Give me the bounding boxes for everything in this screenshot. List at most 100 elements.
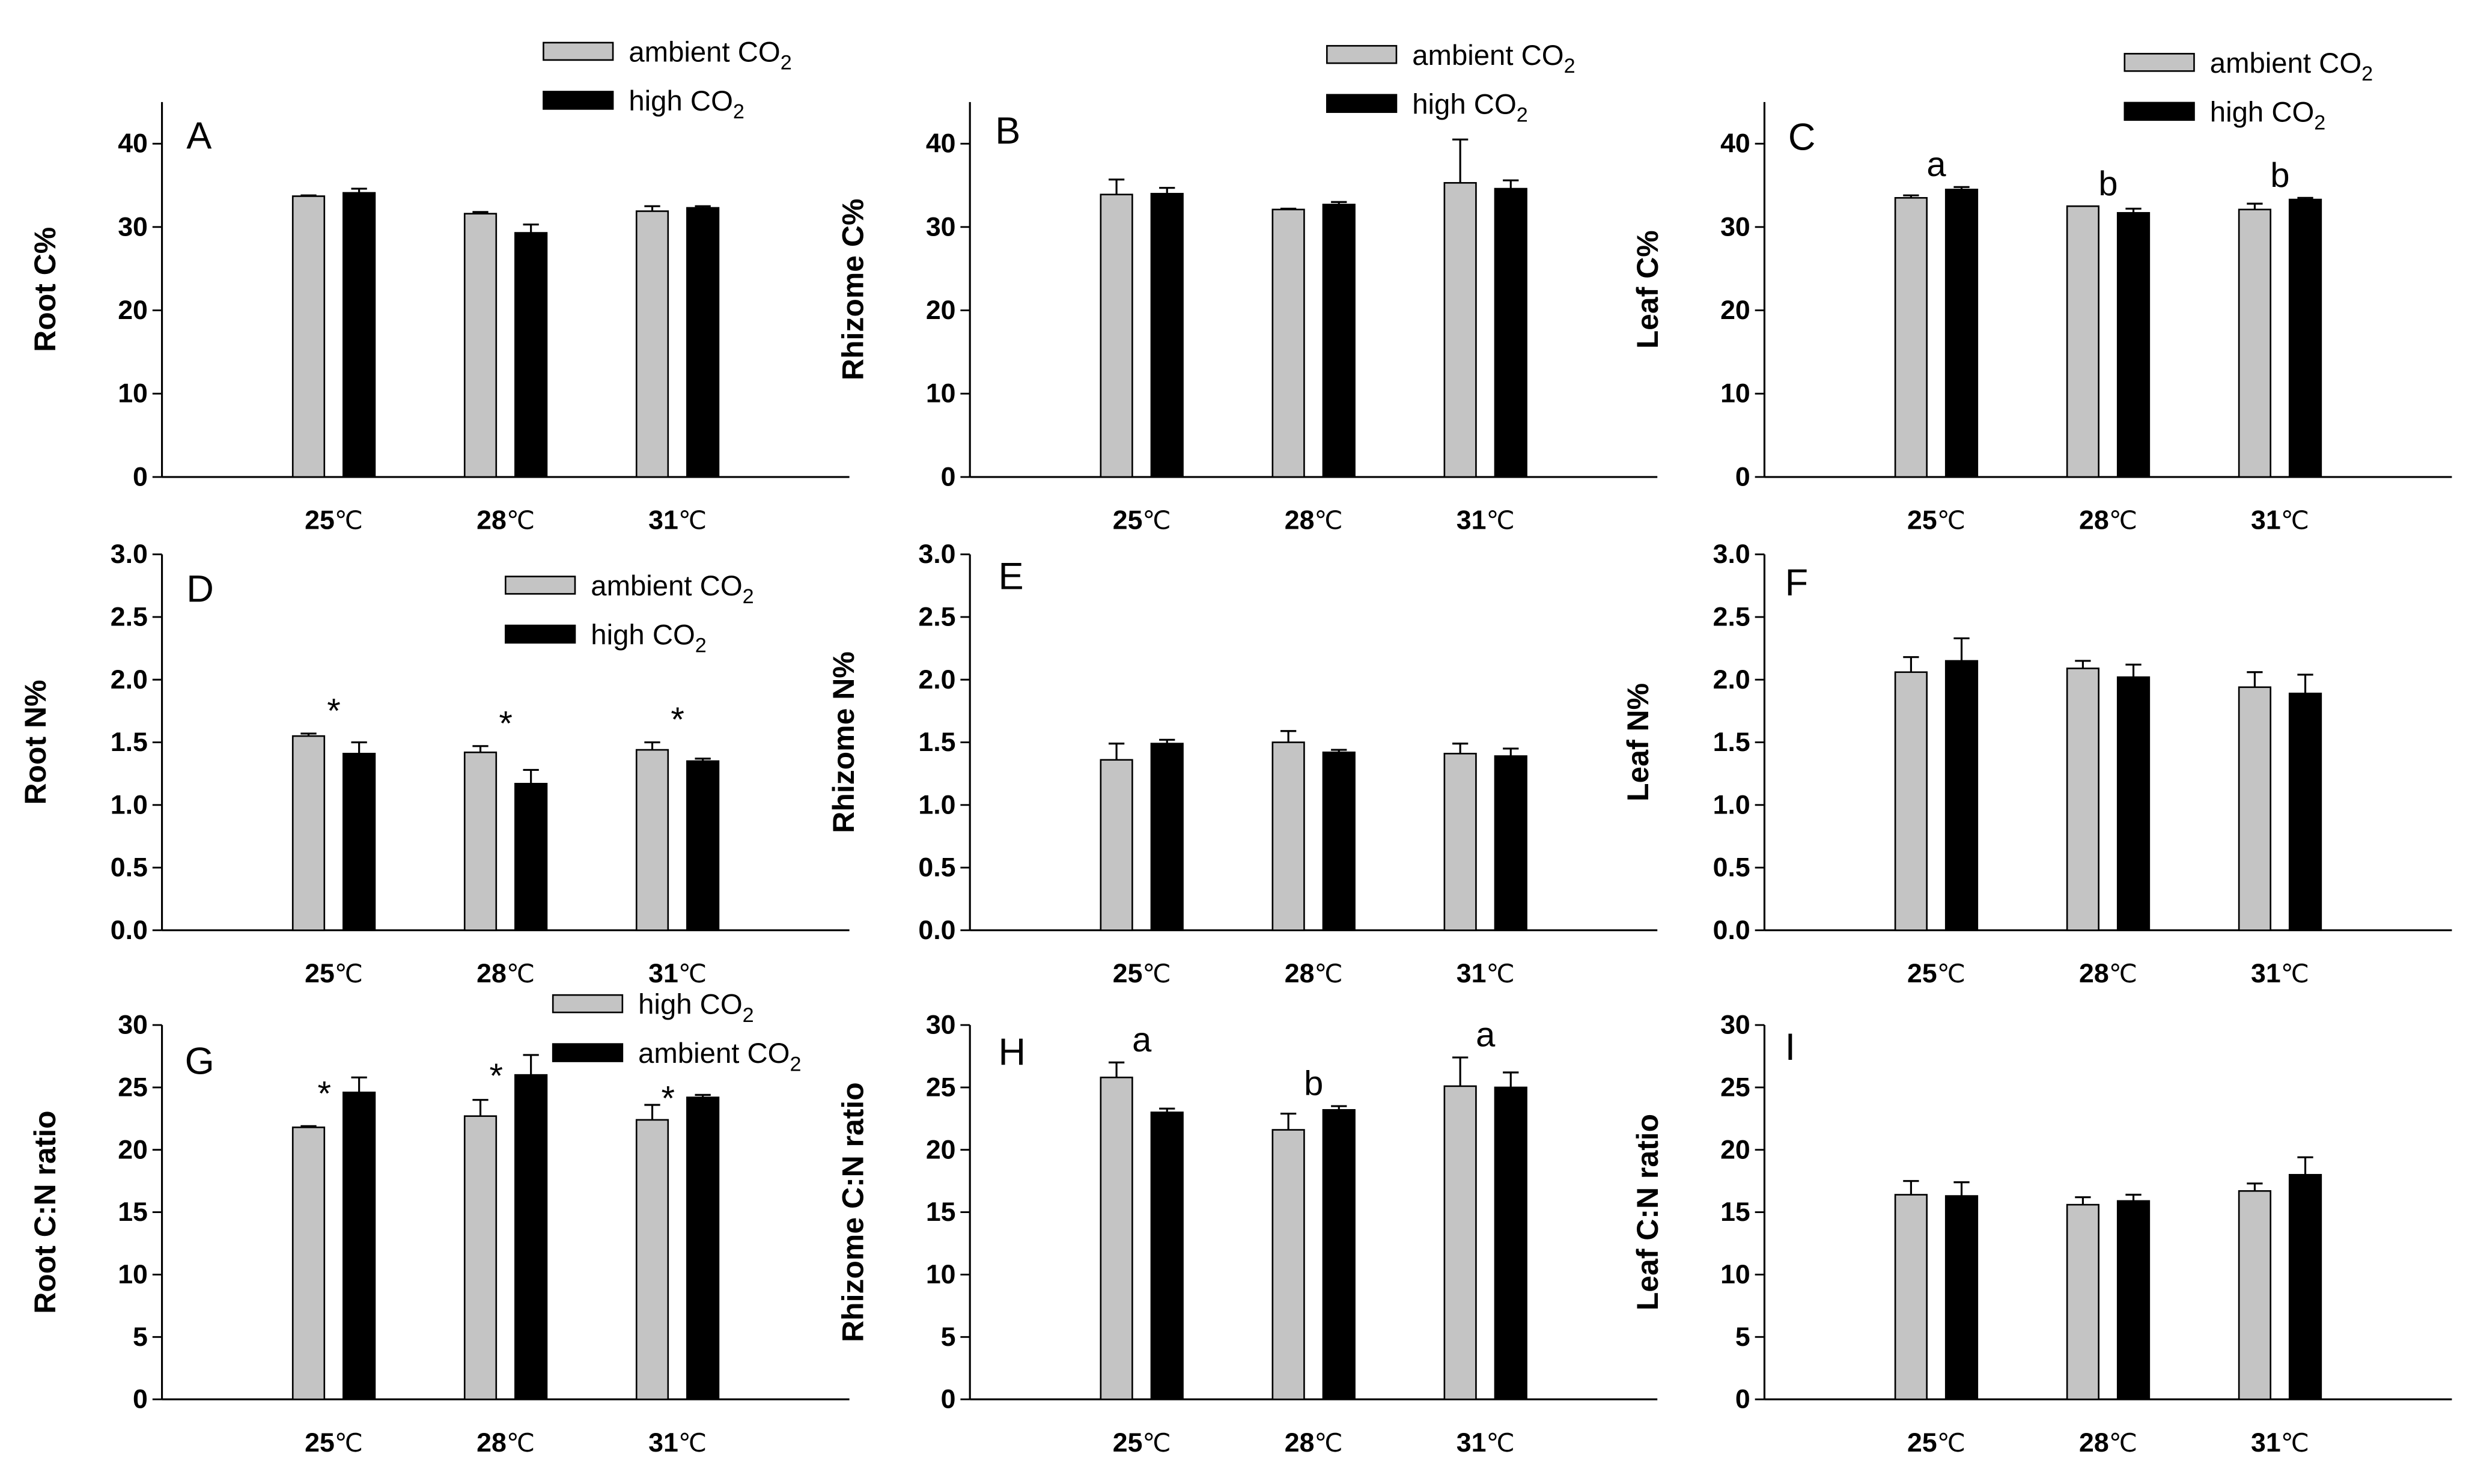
significance-annotation: *	[671, 701, 684, 739]
error-bar-d-c1-s1	[523, 768, 539, 784]
error-bar-b-c1-s1	[1331, 201, 1347, 205]
error-bar-i-c0-s1	[1953, 1181, 1970, 1196]
category-label: 31℃	[1457, 506, 1515, 535]
error-bar-i-c0-s0	[1903, 1180, 1919, 1195]
y-axis-label: Leaf N%	[1621, 683, 1655, 801]
legend-swatch	[505, 576, 576, 595]
y-tick-label: 30	[1720, 212, 1750, 242]
panel-letter: G	[185, 1041, 215, 1083]
significance-annotation: b	[2270, 156, 2289, 195]
y-tick-label: 20	[118, 1135, 148, 1164]
y-tick-label: 0.5	[111, 853, 148, 883]
legend-swatch	[505, 624, 576, 644]
legend-label: ambient CO2	[638, 1038, 801, 1075]
category-label: 25℃	[1907, 1428, 1965, 1458]
y-tick-label: 40	[1720, 129, 1750, 159]
bar-d-c1-s0	[463, 751, 498, 931]
error-bar-d-c2-s1	[695, 758, 711, 761]
legend-label: ambient CO2	[2210, 47, 2373, 85]
error-bar-f-c0-s0	[1903, 656, 1919, 672]
y-tick-label: 30	[118, 1011, 148, 1040]
significance-annotation: *	[318, 1074, 332, 1113]
error-bar-f-c1-s0	[2075, 660, 2091, 669]
y-tick-label: 10	[1720, 1260, 1750, 1289]
bar-f-c2-s0	[2238, 686, 2272, 931]
bar-a-c1-s0	[463, 213, 498, 478]
category-label: 28℃	[476, 506, 535, 535]
y-tick-label: 2.0	[918, 665, 955, 695]
significance-annotation: *	[327, 692, 341, 731]
error-bar-h-c0-s0	[1108, 1061, 1125, 1078]
panel-c: 0 10 20 30 40 Leaf C% C 25℃ 28℃ 31℃ ambient CO2 hig…	[1631, 47, 2452, 535]
y-tick-label: 25	[1720, 1072, 1750, 1102]
category-label: 31℃	[1457, 959, 1515, 988]
error-bar-i-c1-s1	[2125, 1193, 2142, 1201]
panel-h: 0 5 10 15 20 25 30 Rhizome C:N ratio H 25℃ 28℃ 31℃ a…	[836, 1011, 1658, 1458]
category-label: 31℃	[2251, 959, 2309, 988]
y-tick-label: 1.5	[918, 728, 955, 757]
significance-annotation: b	[1304, 1065, 1323, 1103]
legend-swatch	[552, 994, 624, 1014]
category-label: 25℃	[1113, 959, 1171, 988]
error-bar-e-c1-s1	[1331, 749, 1347, 753]
bar-f-c0-s1	[1944, 660, 1979, 931]
y-tick-label: 0	[1735, 1385, 1750, 1414]
error-bar-g-c2-s0	[644, 1104, 660, 1120]
y-tick-label: 10	[926, 379, 956, 409]
y-tick-label: 2.0	[1713, 665, 1750, 695]
category-label: 28℃	[2079, 506, 2137, 535]
bar-b-c1-s0	[1271, 208, 1305, 478]
bar-g-c1-s0	[463, 1115, 498, 1400]
y-tick-label: 0	[1735, 462, 1750, 491]
error-bar-c-c0-s1	[1953, 186, 1970, 190]
error-bar-a-c1-s1	[523, 224, 539, 233]
panel-g: 0 5 10 15 20 25 30 Root C:N ratio G 25℃ 28℃ 31℃ high…	[28, 989, 850, 1458]
panel-letter: E	[998, 556, 1023, 598]
legend-swatch	[543, 41, 614, 61]
bar-f-c0-s0	[1894, 671, 1928, 931]
bar-h-c1-s1	[1322, 1108, 1356, 1400]
error-bar-e-c2-s1	[1503, 747, 1519, 756]
panel-letter: B	[995, 110, 1020, 152]
y-tick-label: 0.5	[918, 853, 955, 883]
error-bar-b-c2-s0	[1452, 138, 1469, 183]
bar-c-c1-s0	[2066, 205, 2100, 478]
y-tick-label: 40	[118, 129, 148, 159]
y-tick-label: 20	[1720, 296, 1750, 325]
category-label: 28℃	[2079, 1428, 2137, 1458]
error-bar-c-c1-s1	[2125, 207, 2142, 213]
category-label: 31℃	[2251, 1428, 2309, 1458]
y-tick-label: 5	[133, 1322, 148, 1352]
y-tick-label: 10	[926, 1260, 956, 1289]
bar-e-c1-s1	[1322, 751, 1356, 931]
y-tick-label: 10	[118, 379, 148, 409]
category-label: 25℃	[1907, 506, 1965, 535]
y-tick-label: 5	[1735, 1322, 1750, 1352]
bar-i-c0-s1	[1944, 1195, 1979, 1400]
y-tick-label: 30	[1720, 1011, 1750, 1040]
error-bar-i-c1-s0	[2075, 1196, 2091, 1205]
bar-h-c0-s1	[1150, 1111, 1184, 1400]
bar-c-c0-s0	[1894, 196, 1928, 478]
bar-c-c2-s1	[2288, 198, 2322, 478]
bar-e-c0-s1	[1150, 743, 1184, 931]
error-bar-b-c0-s1	[1159, 187, 1175, 194]
bar-a-c1-s1	[514, 232, 548, 478]
legend-label: ambient CO2	[629, 37, 791, 75]
bar-i-c0-s0	[1894, 1194, 1928, 1400]
panel-letter: H	[998, 1031, 1026, 1073]
panel-i: 0 5 10 15 20 25 30 Leaf C:N ratio I 25℃ 28℃ 31℃	[1631, 1011, 2452, 1458]
category-label: 25℃	[1113, 506, 1171, 535]
bar-f-c2-s1	[2288, 692, 2322, 931]
bar-i-c1-s1	[2116, 1200, 2151, 1400]
y-tick-label: 0	[133, 1385, 148, 1414]
bar-b-c0-s1	[1150, 193, 1184, 478]
bar-c-c0-s1	[1944, 189, 1979, 478]
bar-d-c1-s1	[514, 783, 548, 931]
y-tick-label: 0.0	[111, 916, 148, 945]
y-tick-label: 0	[941, 462, 956, 491]
y-axis-label: Rhizome C:N ratio	[836, 1082, 870, 1342]
y-tick-label: 0.0	[1713, 916, 1750, 945]
significance-annotation: *	[499, 704, 513, 743]
